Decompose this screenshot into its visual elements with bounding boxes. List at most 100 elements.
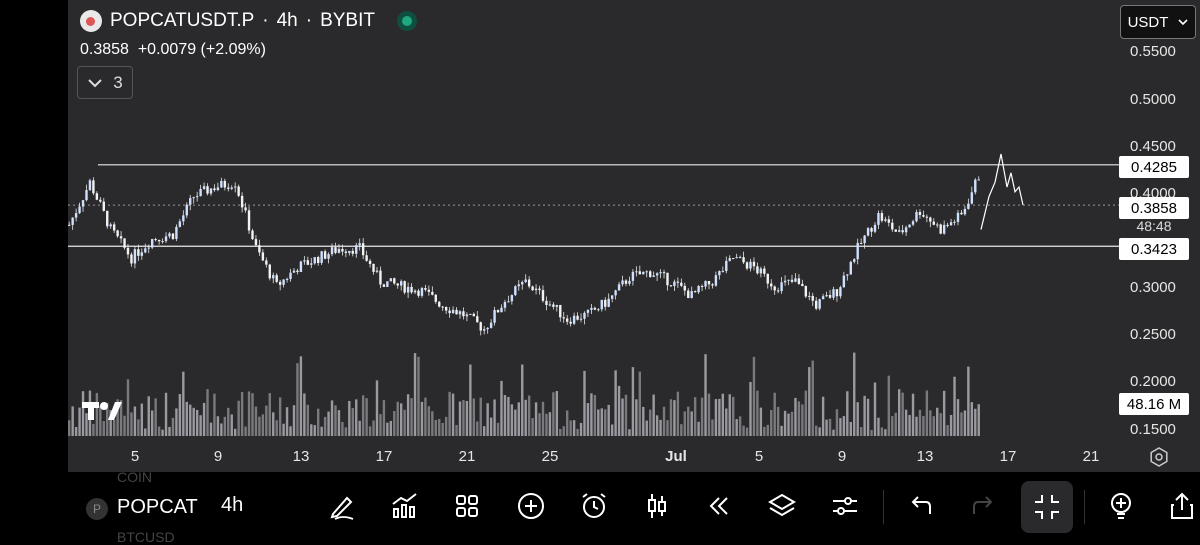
candle-body: [493, 310, 496, 323]
candle-body: [469, 313, 472, 315]
ideas-lightbulb-icon[interactable]: [1105, 490, 1137, 522]
volume-bar: [192, 407, 195, 436]
symbol-row[interactable]: POPCATUSDT.P · 4h · BYBIT: [80, 10, 417, 32]
fullscreen-button[interactable]: [1021, 481, 1073, 533]
candle-body: [275, 275, 278, 282]
volume-bar: [617, 385, 621, 436]
candle-body: [472, 313, 476, 317]
candle-body: [517, 284, 520, 287]
volume-bar: [493, 399, 496, 436]
candle-body: [586, 309, 590, 313]
symbol-avatar-icon: P: [86, 498, 108, 520]
volume-bar: [476, 421, 479, 436]
volume-bar: [109, 410, 112, 436]
candle-body: [853, 259, 856, 262]
candle-body: [628, 280, 631, 284]
share-icon[interactable]: [1166, 490, 1198, 522]
price-tick: 0.2500: [1130, 326, 1176, 343]
undo-icon[interactable]: [904, 490, 936, 522]
add-plus-icon[interactable]: [515, 490, 547, 522]
chart-area[interactable]: [68, 0, 1200, 472]
volume-bar: [621, 398, 624, 436]
layers-icon[interactable]: [766, 490, 798, 522]
date-tick: 21: [458, 448, 476, 465]
candle-body: [451, 309, 455, 314]
volume-bar: [846, 391, 849, 436]
candle-body: [144, 248, 147, 253]
candle-body: [610, 295, 614, 299]
volume-bar: [147, 396, 150, 436]
toolbar-interval-button[interactable]: 4h: [221, 494, 244, 516]
candle-body: [251, 230, 254, 240]
volume-bar: [545, 413, 548, 436]
volume-bar: [133, 406, 137, 436]
date-tick: Jul: [665, 448, 687, 465]
candle-body: [234, 186, 237, 188]
volume-bar: [714, 399, 718, 436]
volume-bar: [157, 426, 161, 436]
candle-body: [901, 230, 904, 233]
settings-sliders-icon[interactable]: [829, 490, 861, 522]
candle-body: [157, 239, 161, 242]
indicators-toggle-button[interactable]: 3: [77, 66, 133, 99]
exit-fullscreen-icon[interactable]: [1031, 491, 1063, 523]
candle-body: [974, 179, 977, 193]
volume-bar: [925, 390, 929, 436]
layout-grid-icon[interactable]: [451, 490, 483, 522]
volume-bar: [628, 429, 631, 436]
volume-bar: [579, 422, 583, 436]
gear-icon[interactable]: [1149, 447, 1169, 467]
toolbar-symbol-button[interactable]: POPCAT: [117, 496, 198, 518]
volume-bar: [102, 421, 105, 436]
candle-body: [486, 327, 489, 330]
volume-bar: [645, 420, 648, 436]
candle-body: [365, 255, 368, 261]
volume-bar: [866, 398, 870, 436]
volume-bar: [652, 394, 655, 436]
replay-rewind-icon[interactable]: [703, 490, 735, 522]
candlestick-chart[interactable]: [68, 0, 1200, 472]
volume-bar: [946, 425, 949, 436]
volume-bar: [285, 407, 289, 436]
volume-bar: [74, 426, 78, 436]
candle-body: [866, 228, 870, 236]
currency-select[interactable]: USDT: [1120, 5, 1196, 39]
volume-bar: [195, 409, 199, 436]
candle-body: [725, 260, 728, 272]
volume-bar: [839, 418, 842, 436]
candle-body: [576, 315, 579, 320]
candle-body: [68, 224, 71, 226]
candlestick-type-icon[interactable]: [641, 490, 673, 522]
volume-bar: [486, 403, 489, 436]
volume-bar: [216, 416, 220, 436]
volume-bar: [500, 380, 503, 436]
candle-body: [939, 224, 942, 234]
volume-bar: [220, 423, 223, 436]
candle-body: [81, 200, 85, 207]
alarm-clock-icon[interactable]: [578, 490, 610, 522]
candle-body: [700, 285, 704, 287]
candle-body: [666, 272, 669, 286]
price-change: +0.0079 (+2.09%): [137, 41, 266, 58]
indicators-icon[interactable]: [389, 490, 421, 522]
candle-body: [341, 248, 344, 252]
toolbar-divider: [883, 490, 884, 524]
candle-body: [379, 270, 382, 285]
volume-bar: [756, 390, 759, 436]
candle-body: [261, 252, 265, 261]
candle-body: [960, 212, 963, 215]
redo-icon[interactable]: [968, 490, 1000, 522]
candle-body: [735, 257, 738, 259]
volume-bar: [583, 370, 586, 436]
volume-bar: [472, 398, 476, 436]
candle-body: [438, 301, 441, 307]
volume-bar: [759, 407, 763, 436]
volume-bar: [258, 416, 261, 436]
candle-body: [555, 304, 559, 307]
price-tick: 0.5500: [1130, 43, 1176, 60]
volume-bar: [569, 420, 572, 436]
volume-bar: [268, 393, 271, 436]
volume-bar: [393, 411, 396, 436]
pen-draw-icon[interactable]: [327, 490, 359, 522]
candle-body: [832, 289, 835, 298]
